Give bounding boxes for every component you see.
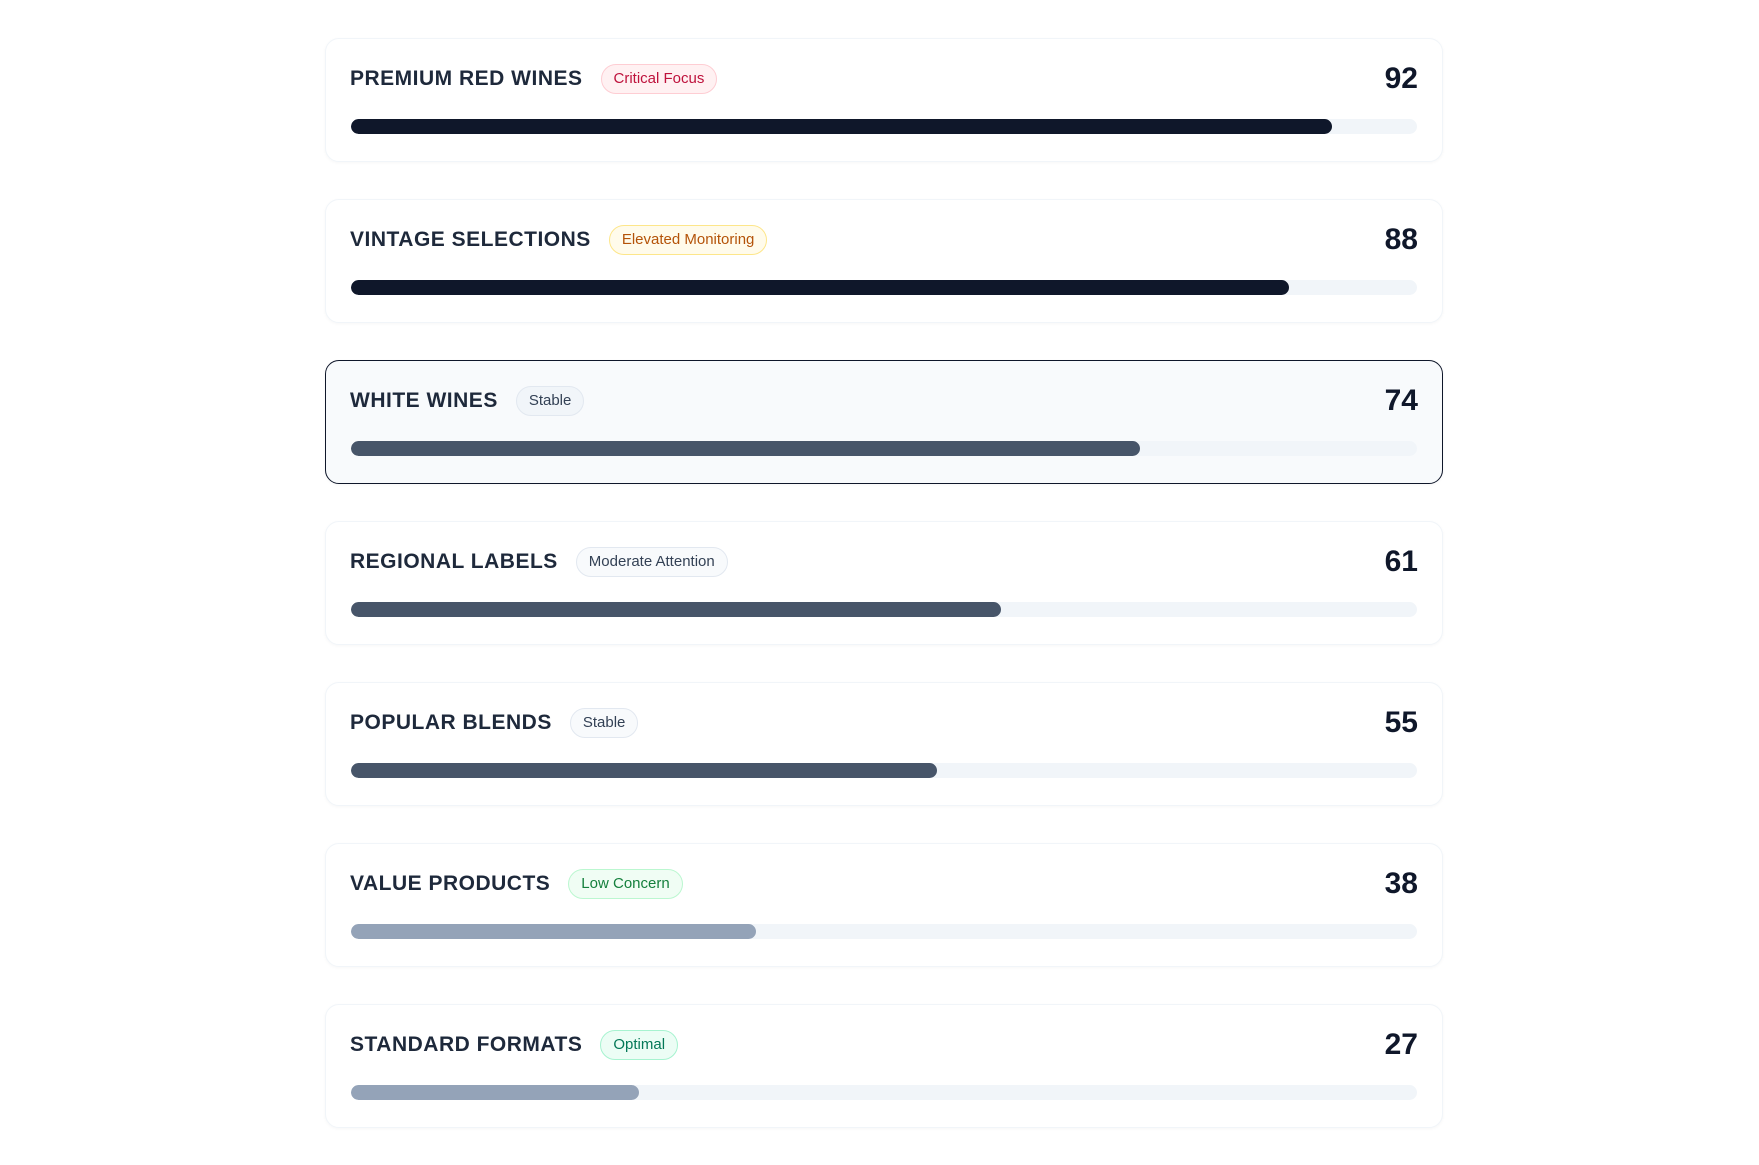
progress-fill [351,763,938,778]
card-header: POPULAR BLENDS Stable 55 [350,703,1418,743]
progress-track [351,924,1417,939]
category-card[interactable]: VINTAGE SELECTIONS Elevated Monitoring 88 [325,199,1443,323]
score-value: 27 [1384,1028,1418,1061]
status-badge: Stable [569,708,639,738]
progress-track [351,763,1417,778]
card-header: PREMIUM RED WINES Critical Focus 92 [350,59,1418,99]
status-badge: Critical Focus [600,64,718,94]
card-header: VALUE PRODUCTS Low Concern 38 [350,864,1418,904]
progress-track [351,119,1417,134]
category-card[interactable]: REGIONAL LABELS Moderate Attention 61 [325,521,1443,645]
progress-fill [351,441,1140,456]
card-header: VINTAGE SELECTIONS Elevated Monitoring 88 [350,220,1418,260]
progress-track [351,441,1417,456]
category-name: VALUE PRODUCTS [350,872,551,895]
category-name: REGIONAL LABELS [350,550,558,573]
score-value: 74 [1384,384,1418,417]
status-badge: Elevated Monitoring [608,225,768,255]
category-list: PREMIUM RED WINES Critical Focus 92 VINTAGE… [325,38,1443,1165]
progress-track [351,602,1417,617]
progress-fill [351,119,1332,134]
progress-fill [351,602,1002,617]
progress-track [351,280,1417,295]
status-badge: Stable [515,386,585,416]
score-value: 92 [1384,62,1418,95]
progress-track [351,1085,1417,1100]
progress-fill [351,1085,639,1100]
card-header: WHITE WINES Stable 74 [350,381,1418,421]
category-card[interactable]: POPULAR BLENDS Stable 55 [325,682,1443,806]
category-name: STANDARD FORMATS [350,1033,583,1056]
card-header: STANDARD FORMATS Optimal 27 [350,1025,1418,1065]
score-value: 55 [1384,706,1418,739]
category-card[interactable]: VALUE PRODUCTS Low Concern 38 [325,843,1443,967]
status-badge: Optimal [600,1030,679,1060]
category-name: POPULAR BLENDS [350,711,552,734]
score-value: 38 [1384,867,1418,900]
score-value: 61 [1384,545,1418,578]
score-value: 88 [1384,223,1418,256]
category-card[interactable]: PREMIUM RED WINES Critical Focus 92 [325,38,1443,162]
category-name: WHITE WINES [350,389,498,412]
category-card[interactable]: STANDARD FORMATS Optimal 27 [325,1004,1443,1128]
category-card[interactable]: WHITE WINES Stable 74 [325,360,1443,484]
category-name: PREMIUM RED WINES [350,67,583,90]
progress-fill [351,924,757,939]
status-badge: Low Concern [568,869,683,899]
status-badge: Moderate Attention [575,547,728,577]
category-name: VINTAGE SELECTIONS [350,228,591,251]
card-header: REGIONAL LABELS Moderate Attention 61 [350,542,1418,582]
progress-fill [351,280,1290,295]
